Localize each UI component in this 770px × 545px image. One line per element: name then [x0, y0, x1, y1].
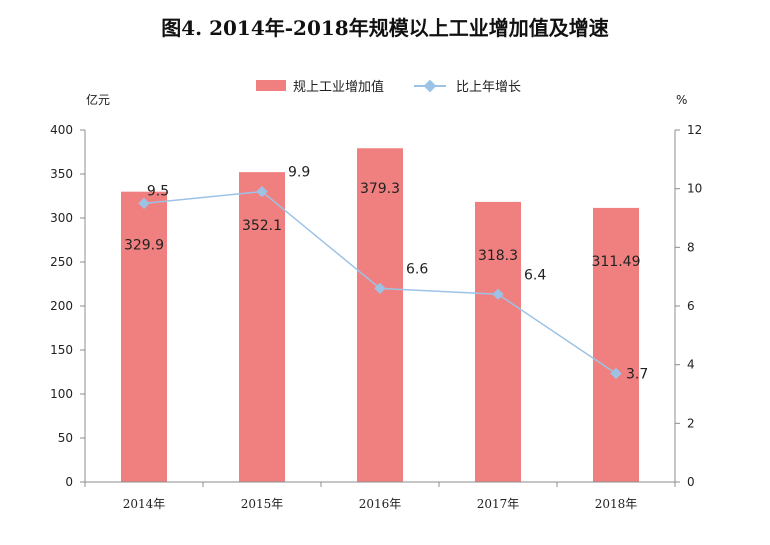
bar-value-label: 352.1 [242, 218, 282, 234]
left-tick-label: 0 [65, 475, 73, 489]
bar [593, 207, 639, 482]
bar-value-label: 311.49 [592, 254, 641, 270]
left-tick-label: 50 [58, 431, 73, 445]
legend-bar-swatch [256, 80, 286, 91]
legend: 规上工业增加值 比上年增长 [256, 79, 521, 95]
bar-value-label: 379.3 [360, 181, 400, 197]
right-axis: 0 2 4 6 8 10 12 [674, 123, 702, 489]
left-tick-label: 200 [50, 299, 73, 313]
bar-value-label: 329.9 [124, 238, 164, 254]
legend-bar-label: 规上工业增加值 [293, 79, 384, 95]
left-tick-label: 400 [50, 123, 73, 137]
line-point [138, 197, 150, 209]
right-tick-label: 2 [687, 416, 695, 430]
left-tick-label: 250 [50, 255, 73, 269]
line-value-label: 6.6 [406, 261, 428, 277]
left-axis-unit: 亿元 [86, 92, 110, 107]
x-tick-label: 2015年 [241, 497, 284, 511]
right-axis-unit: % [676, 93, 687, 107]
x-axis: 2014年 2015年 2016年 2017年 2018年 [84, 481, 676, 511]
right-tick-label: 12 [687, 123, 702, 137]
legend-line-label: 比上年增长 [456, 80, 521, 95]
x-tick-label: 2014年 [123, 497, 166, 511]
left-tick-label: 150 [50, 343, 73, 357]
bar-value-label: 318.3 [478, 248, 518, 264]
line-point [256, 185, 268, 198]
left-tick-label: 350 [50, 167, 73, 181]
data-labels: 329.9 352.1 379.3 318.3 311.49 9.5 9.9 6.6 6.4 3.… [124, 165, 648, 383]
line-value-label: 6.4 [524, 267, 546, 283]
right-tick-label: 8 [687, 240, 695, 254]
line-point [610, 367, 622, 380]
x-tick-label: 2017年 [477, 497, 520, 511]
bar [239, 172, 285, 483]
x-tick-label: 2018年 [595, 497, 638, 511]
line-value-label: 9.9 [288, 165, 310, 181]
left-tick-label: 100 [50, 387, 73, 401]
right-tick-label: 4 [687, 358, 695, 372]
bar [121, 191, 167, 483]
line-point [492, 288, 504, 300]
chart-title: 图4. 2014年-2018年规模以上工业增加值及增速 [161, 16, 608, 40]
legend-line-marker [423, 79, 437, 93]
line-value-label: 3.7 [626, 366, 648, 382]
x-tick-label: 2016年 [359, 497, 402, 511]
bar-series [121, 148, 639, 483]
left-axis: 0 50 100 150 200 250 300 350 400 [50, 123, 86, 489]
line-value-label: 9.5 [147, 183, 169, 199]
left-tick-label: 300 [50, 211, 73, 225]
right-tick-label: 6 [687, 299, 695, 313]
bar [475, 201, 521, 482]
line-series [138, 185, 622, 380]
line-point [374, 282, 386, 295]
bar [357, 148, 403, 482]
right-tick-label: 10 [687, 182, 702, 196]
right-tick-label: 0 [687, 475, 695, 489]
